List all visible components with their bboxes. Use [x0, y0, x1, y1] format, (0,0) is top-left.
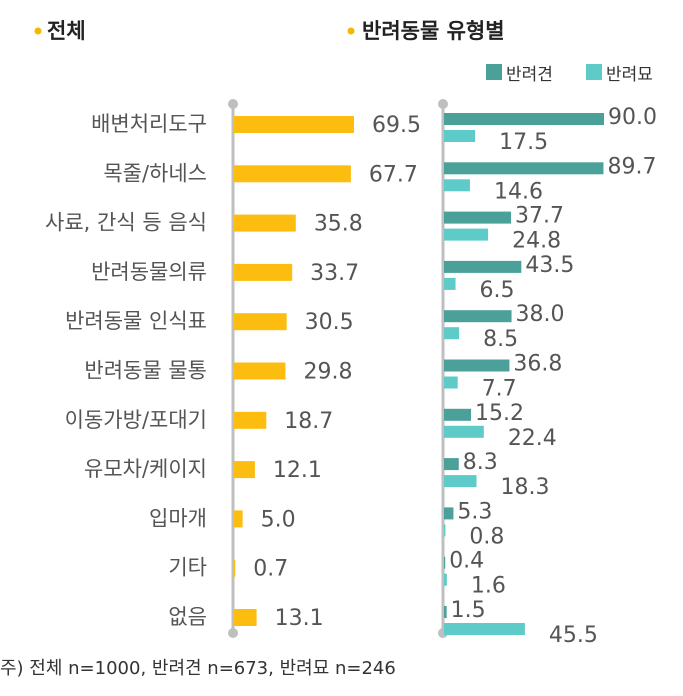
cat-bar — [444, 130, 476, 142]
dog-value-label: 43.5 — [525, 253, 574, 278]
overall-bar — [234, 411, 267, 429]
overall-axis-top-cap — [228, 99, 238, 109]
category-label: 사료, 간식 등 음식 — [45, 211, 207, 235]
overall-value-label: 29.8 — [303, 360, 352, 385]
overall-bar — [234, 263, 293, 281]
type-bars: 90.0 17.5 89.7 14.637.724.843.5 6.538.08.536… — [444, 105, 657, 648]
dog-value-label: 5.3 — [457, 499, 492, 524]
legend-label-dog: 반려견 — [506, 65, 553, 85]
overall-title: 전체 — [47, 19, 86, 43]
title-bullet-icon — [34, 27, 42, 35]
overall-bar — [234, 559, 236, 577]
cat-value-label: 7.7 — [482, 377, 517, 402]
overall-value-label: 18.7 — [284, 409, 333, 434]
cat-bar — [444, 228, 489, 241]
cat-bar — [444, 376, 458, 389]
overall-bar — [234, 165, 351, 183]
overall-bars: 배변처리도구 69.5 목줄/하네스 67.7 사료, 간식 등 음식 35.8 반려동물의… — [45, 112, 421, 631]
category-label: 반려동물 물통 — [84, 359, 207, 383]
category-label: 이동가방/포대기 — [65, 408, 207, 432]
cat-value-label: 1.6 — [471, 574, 506, 599]
dog-value-label: 36.8 — [513, 352, 562, 377]
dog-bar — [444, 113, 604, 125]
overall-bar — [234, 362, 286, 380]
dog-value-label: 1.5 — [451, 598, 486, 623]
category-label: 배변처리도구 — [91, 112, 207, 136]
cat-value-label: 6.5 — [480, 278, 515, 303]
dog-bar — [444, 556, 446, 569]
dog-bar — [444, 359, 510, 372]
type-title-bullet-icon — [347, 27, 355, 35]
dog-bar — [444, 211, 512, 224]
overall-value-label: 12.1 — [273, 458, 322, 483]
cat-value-label: 45.5 — [549, 623, 598, 648]
overall-bar — [234, 461, 255, 479]
dog-value-label: 8.3 — [463, 450, 498, 475]
dog-value-label: 89.7 — [607, 154, 656, 179]
overall-value-label: 35.8 — [314, 212, 363, 237]
cat-value-label: 18.3 — [501, 475, 550, 500]
cat-bar — [444, 475, 477, 488]
category-label: 입마개 — [149, 506, 207, 530]
overall-bar — [234, 313, 287, 331]
cat-bar — [444, 524, 446, 537]
legend-swatch-cat — [586, 64, 602, 80]
dog-value-label: 15.2 — [475, 401, 524, 426]
cat-bar — [444, 573, 447, 586]
dog-bar — [444, 458, 459, 471]
category-label: 없음 — [168, 605, 207, 629]
legend-label-cat: 반려묘 — [606, 65, 653, 85]
cat-bar — [444, 179, 470, 192]
legend-swatch-dog — [486, 64, 502, 80]
dog-value-label: 0.4 — [449, 549, 484, 574]
overall-value-label: 69.5 — [372, 113, 421, 138]
cat-value-label: 8.5 — [483, 327, 518, 352]
category-label: 목줄/하네스 — [103, 161, 207, 185]
overall-value-label: 0.7 — [253, 557, 288, 582]
overall-value-label: 33.7 — [310, 261, 359, 286]
cat-bar — [444, 327, 460, 340]
overall-bar — [234, 214, 296, 232]
cat-value-label: 0.8 — [469, 524, 504, 549]
dog-bar — [444, 260, 522, 273]
overall-value-label: 5.0 — [261, 507, 296, 532]
dog-bar — [444, 606, 447, 618]
cat-bar — [444, 425, 484, 438]
overall-bar — [234, 609, 257, 626]
dog-value-label: 90.0 — [608, 105, 657, 130]
dog-bar — [444, 408, 472, 421]
cat-bar — [444, 277, 456, 290]
category-label: 유모차/케이지 — [84, 457, 207, 481]
type-axis-top-cap — [438, 99, 448, 109]
type-title: 반려동물 유형별 — [362, 19, 505, 43]
dog-value-label: 37.7 — [515, 204, 564, 229]
overall-axis-bottom-cap — [228, 628, 238, 638]
overall-value-label: 13.1 — [275, 606, 324, 631]
dog-bar — [444, 507, 454, 520]
overall-value-label: 67.7 — [369, 162, 418, 187]
dog-bar — [444, 162, 604, 175]
category-label: 반려동물의류 — [91, 260, 207, 284]
cat-bar — [444, 623, 525, 635]
dog-value-label: 38.0 — [516, 302, 565, 327]
cat-value-label: 14.6 — [494, 179, 543, 204]
category-label: 기타 — [168, 556, 207, 580]
dog-bar — [444, 310, 512, 323]
overall-bar — [234, 510, 243, 528]
cat-value-label: 24.8 — [512, 229, 561, 254]
footnote: 주) 전체 n=1000, 반려견 n=673, 반려묘 n=246 — [0, 658, 396, 679]
overall-value-label: 30.5 — [305, 310, 354, 335]
overall-bar — [234, 116, 354, 133]
cat-value-label: 17.5 — [499, 130, 548, 155]
category-label: 반려동물 인식표 — [65, 309, 207, 333]
cat-value-label: 22.4 — [508, 426, 557, 451]
